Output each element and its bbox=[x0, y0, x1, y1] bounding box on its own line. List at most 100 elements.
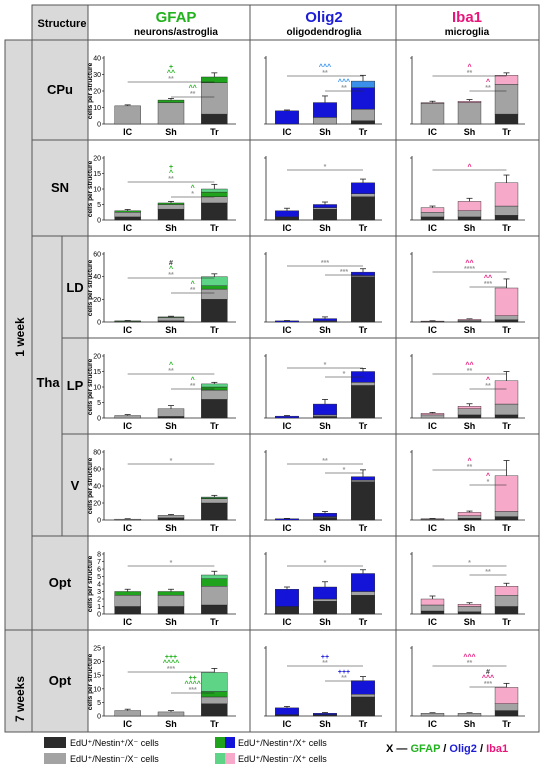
significance-mark: ^^ bbox=[465, 361, 473, 369]
category-label: IC bbox=[123, 719, 133, 729]
y-tick-label: 20 bbox=[93, 501, 101, 508]
significance-mark: *** bbox=[189, 687, 197, 694]
legend-key-gfap: GFAP bbox=[410, 743, 440, 755]
y-axis-label: cells per structure bbox=[87, 358, 94, 415]
iba1-subheader: microglia bbox=[445, 27, 490, 38]
y-axis-label: cells per structure bbox=[87, 555, 94, 612]
category-label: IC bbox=[428, 523, 438, 533]
bar-segment bbox=[494, 595, 519, 607]
significance-mark: ^ bbox=[467, 63, 471, 71]
category-label: IC bbox=[123, 523, 133, 533]
bar-segment bbox=[275, 714, 299, 717]
chart-panel-opt-olig2: IC Sh Tr * bbox=[264, 552, 382, 627]
significance-mark: # bbox=[486, 669, 490, 676]
bar-segment bbox=[201, 299, 228, 323]
significance-mark: ** bbox=[168, 176, 174, 183]
category-label: Tr bbox=[359, 325, 368, 335]
bar-segment bbox=[457, 604, 482, 607]
significance-mark: * bbox=[343, 371, 346, 378]
bar-segment bbox=[420, 413, 445, 416]
y-tick-label: 5 bbox=[97, 202, 101, 209]
legend-key-iba1: Iba1 bbox=[486, 743, 508, 755]
y-tick-label: 0 bbox=[97, 320, 101, 327]
y-tick-label: 2 bbox=[97, 597, 101, 604]
y-axis-label: cells per structure bbox=[87, 160, 94, 217]
chart-panel-lp-olig2: IC Sh Tr * * bbox=[264, 354, 382, 431]
bar-segment bbox=[201, 196, 228, 204]
significance-mark: ** bbox=[467, 368, 473, 375]
category-label: IC bbox=[428, 127, 438, 137]
bar-segment bbox=[114, 105, 141, 125]
bar-segment bbox=[420, 604, 445, 612]
bar-segment bbox=[494, 182, 519, 207]
y-tick-label: 25 bbox=[93, 646, 101, 653]
week7-label: 7 weeks bbox=[13, 676, 27, 722]
significance-mark: ^ bbox=[486, 472, 490, 480]
y-tick-label: 20 bbox=[93, 659, 101, 666]
y-tick-label: 40 bbox=[93, 484, 101, 491]
category-label: IC bbox=[283, 523, 293, 533]
category-label: Sh bbox=[464, 719, 476, 729]
significance-mark: ^^ bbox=[189, 84, 197, 92]
bar-segment bbox=[201, 113, 228, 125]
y-axis-label: cells per structure bbox=[87, 259, 94, 316]
chart-panel-opt-iba1: IC Sh Tr*** bbox=[410, 552, 525, 627]
bar-segment bbox=[457, 102, 482, 125]
bar-segment bbox=[494, 703, 519, 711]
bar-segment bbox=[114, 606, 141, 615]
structure-label-opt: Opt bbox=[49, 673, 72, 688]
bar-segment bbox=[494, 75, 519, 85]
category-label: Tr bbox=[502, 325, 511, 335]
significance-mark: ** bbox=[485, 569, 491, 576]
bar-segment bbox=[494, 710, 519, 717]
category-label: IC bbox=[283, 127, 293, 137]
y-tick-label: 8 bbox=[97, 552, 101, 559]
bar-segment bbox=[275, 589, 299, 607]
category-label: IC bbox=[428, 617, 438, 627]
significance-mark: * bbox=[324, 362, 327, 369]
bar-segment bbox=[420, 103, 445, 125]
y-tick-label: 10 bbox=[93, 686, 101, 693]
category-label: Sh bbox=[319, 421, 331, 431]
bar-segment bbox=[351, 481, 375, 521]
significance-mark: ^^^ bbox=[319, 63, 331, 71]
category-label: Tr bbox=[359, 719, 368, 729]
structure-labels: CPu SN LD LP V Opt Opt bbox=[47, 82, 84, 688]
y-tick-label: 7 bbox=[97, 559, 101, 566]
structure-label-sn: SN bbox=[51, 180, 69, 195]
bar-segment bbox=[313, 117, 337, 125]
bar-segment bbox=[420, 598, 445, 606]
chart-panel-ld-iba1: IC Sh Tr^^****^^*** bbox=[410, 252, 525, 335]
table-frame bbox=[4, 4, 540, 733]
category-label: Sh bbox=[464, 617, 476, 627]
category-label: Tr bbox=[502, 223, 511, 233]
category-label: Tr bbox=[502, 421, 511, 431]
structure-label-ld: LD bbox=[66, 280, 83, 295]
bar-segment bbox=[494, 403, 519, 416]
legend-swatch-blue-dark bbox=[225, 737, 235, 748]
bar-segment bbox=[114, 216, 141, 221]
significance-mark: ^ bbox=[169, 265, 173, 273]
bar-segment bbox=[313, 601, 337, 615]
category-label: Sh bbox=[165, 127, 177, 137]
bar-segment bbox=[351, 80, 375, 88]
bar-segment bbox=[275, 518, 299, 521]
significance-mark: ** bbox=[467, 464, 473, 471]
bar-segment bbox=[313, 414, 337, 417]
category-label: Tr bbox=[359, 617, 368, 627]
bar-segment bbox=[114, 415, 141, 419]
bar-segment bbox=[201, 691, 228, 698]
category-label: Sh bbox=[464, 523, 476, 533]
bar-segment bbox=[114, 710, 141, 717]
legend-item-4: EdU⁺/Nestin⁻/X⁺ cells bbox=[238, 754, 327, 764]
y-tick-label: 40 bbox=[93, 274, 101, 281]
bar-segment bbox=[457, 406, 482, 409]
bar-segment bbox=[157, 711, 185, 717]
significance-mark: ** bbox=[341, 85, 347, 92]
chart-panel-lp-iba1: IC Sh Tr^^**^** bbox=[410, 354, 525, 431]
category-label: Tr bbox=[210, 223, 219, 233]
bar-segment bbox=[494, 586, 519, 596]
